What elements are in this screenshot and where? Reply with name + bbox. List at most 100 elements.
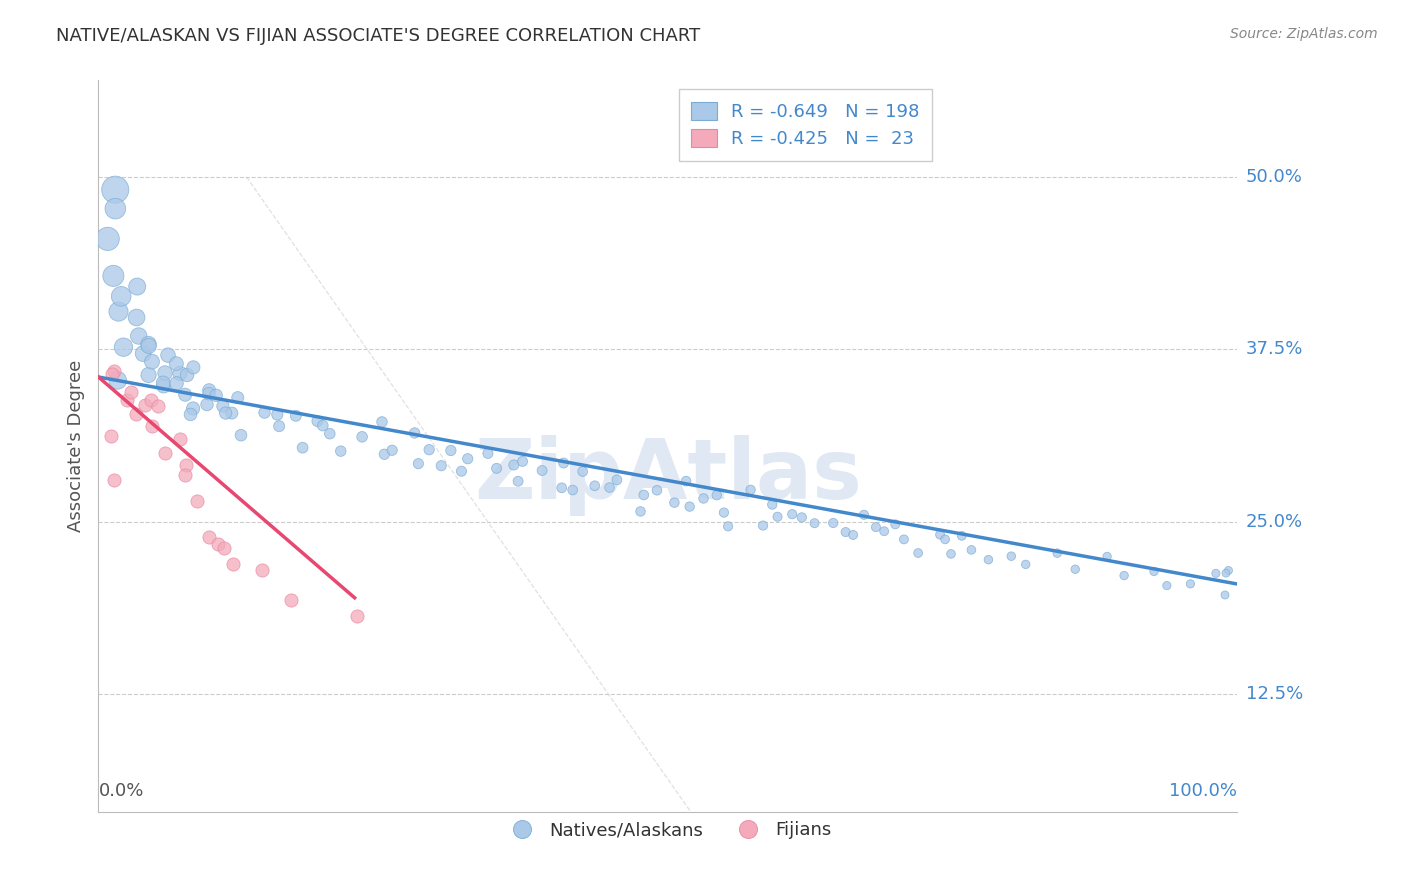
Point <box>893 533 915 547</box>
Point <box>551 481 574 495</box>
Point <box>138 337 160 351</box>
Point <box>352 430 374 444</box>
Point <box>212 541 235 555</box>
Point <box>169 367 191 381</box>
Point <box>950 529 973 543</box>
Point <box>134 399 156 413</box>
Point <box>599 481 621 495</box>
Point <box>960 542 983 557</box>
Point <box>1114 568 1136 582</box>
Point <box>174 458 197 473</box>
Point <box>679 500 702 514</box>
Point <box>174 388 197 402</box>
Point <box>121 384 143 399</box>
Point <box>215 406 238 420</box>
Point <box>553 456 575 470</box>
Point <box>115 393 138 408</box>
Point <box>195 398 218 412</box>
Point <box>307 414 329 428</box>
Point <box>312 418 335 433</box>
Point <box>977 552 1000 566</box>
Point <box>198 530 221 544</box>
Point <box>606 473 628 487</box>
Point <box>141 354 163 368</box>
Point <box>583 479 606 493</box>
Point <box>107 373 129 387</box>
Point <box>408 457 430 471</box>
Point <box>1064 562 1087 576</box>
Point <box>675 474 697 488</box>
Point <box>103 363 125 377</box>
Point <box>1143 565 1166 579</box>
Point <box>1000 549 1022 564</box>
Point <box>229 428 252 442</box>
Point <box>207 536 229 550</box>
Point <box>319 426 342 441</box>
Point <box>873 524 896 539</box>
Text: 0.0%: 0.0% <box>98 782 143 800</box>
Point <box>884 517 907 532</box>
Point <box>934 533 956 547</box>
Point <box>418 442 440 457</box>
Point <box>205 388 228 402</box>
Point <box>929 527 952 541</box>
Text: Source: ZipAtlas.com: Source: ZipAtlas.com <box>1230 27 1378 41</box>
Point <box>132 346 155 360</box>
Point <box>165 357 187 371</box>
Text: NATIVE/ALASKAN VS FIJIAN ASSOCIATE'S DEGREE CORRELATION CHART: NATIVE/ALASKAN VS FIJIAN ASSOCIATE'S DEG… <box>56 27 700 45</box>
Point <box>1213 588 1236 602</box>
Point <box>865 520 887 534</box>
Point <box>166 376 188 391</box>
Point <box>477 446 499 460</box>
Point <box>269 419 291 434</box>
Point <box>823 516 845 530</box>
Legend: Natives/Alaskans, Fijians: Natives/Alaskans, Fijians <box>496 814 839 847</box>
Point <box>152 376 174 390</box>
Point <box>939 547 962 561</box>
Point <box>404 425 426 440</box>
Point <box>112 340 135 354</box>
Point <box>179 408 201 422</box>
Point <box>198 383 221 397</box>
Point <box>146 399 169 413</box>
Point <box>280 593 302 607</box>
Point <box>266 408 288 422</box>
Point <box>1215 566 1237 581</box>
Point <box>450 464 472 478</box>
Point <box>1156 579 1178 593</box>
Point <box>127 279 149 293</box>
Point <box>226 391 249 405</box>
Point <box>1180 577 1202 591</box>
Text: 50.0%: 50.0% <box>1246 168 1302 186</box>
Point <box>502 458 524 472</box>
Point <box>717 519 740 533</box>
Point <box>100 429 122 443</box>
Point <box>346 609 368 624</box>
Point <box>373 447 395 461</box>
Point <box>107 304 129 318</box>
Point <box>440 443 463 458</box>
Point <box>630 504 652 518</box>
Point <box>561 483 583 497</box>
Point <box>139 392 162 407</box>
Point <box>485 461 508 475</box>
Point <box>181 401 204 416</box>
Point <box>780 507 803 521</box>
Point <box>186 493 208 508</box>
Point <box>633 488 655 502</box>
Point <box>1015 558 1038 572</box>
Point <box>1205 566 1227 581</box>
Point <box>457 451 479 466</box>
Point <box>371 415 394 429</box>
Point <box>198 386 221 401</box>
Point <box>329 444 352 458</box>
Point <box>713 506 735 520</box>
Point <box>531 463 554 477</box>
Point <box>291 441 314 455</box>
Point <box>706 488 728 502</box>
Point <box>104 183 127 197</box>
Point <box>103 473 125 487</box>
Point <box>740 483 762 497</box>
Point <box>125 407 148 421</box>
Point <box>852 508 875 522</box>
